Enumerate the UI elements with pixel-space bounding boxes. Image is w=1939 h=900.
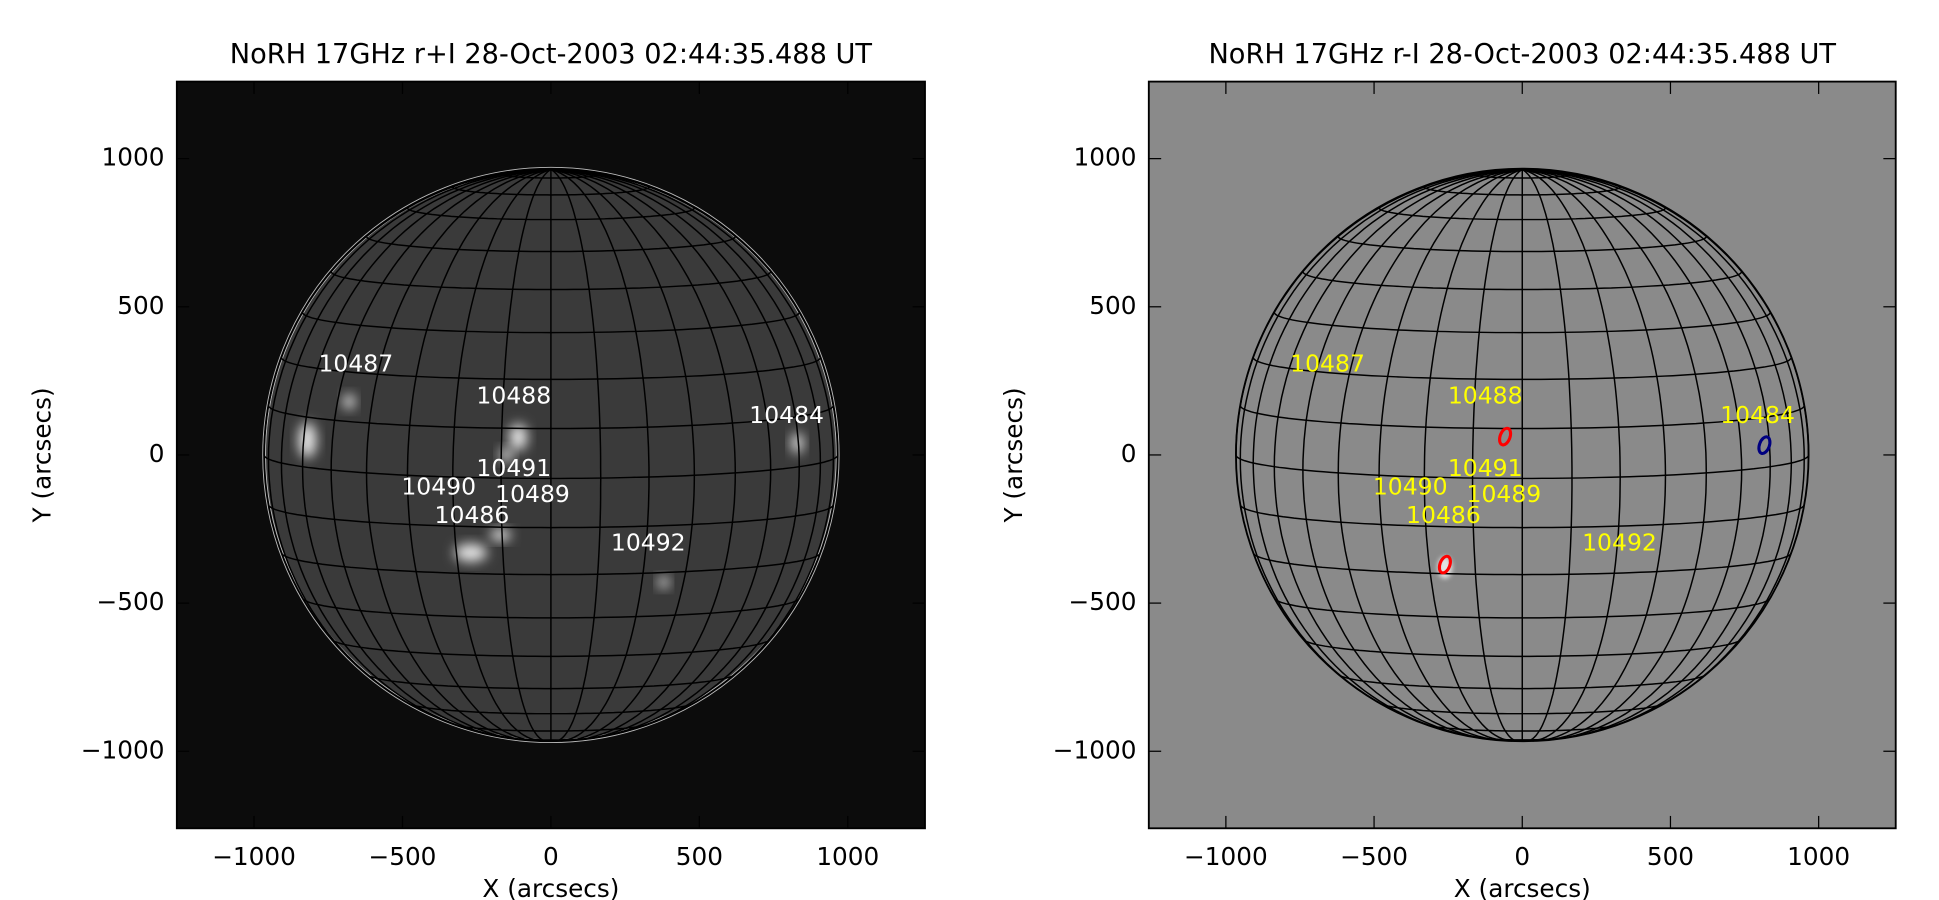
emission-patch	[490, 529, 511, 541]
emission-patch	[343, 394, 355, 409]
x-tick-label: 0	[1514, 842, 1530, 871]
region-label: 10490	[1373, 473, 1448, 501]
region-label: 10484	[749, 401, 824, 429]
emission-patch	[454, 544, 487, 562]
region-label: 10486	[1406, 501, 1481, 529]
x-tick-label: −500	[369, 842, 437, 871]
y-tick-label: 500	[117, 291, 164, 320]
region-label: 10488	[1448, 381, 1523, 409]
chart-title: NoRH 17GHz r+I 28-Oct-2003 02:44:35.488 …	[230, 39, 873, 70]
y-tick-label: −500	[97, 587, 165, 616]
y-tick-label: −500	[1069, 587, 1137, 616]
y-tick-label: −1000	[81, 735, 165, 764]
x-tick-label: 1000	[816, 842, 879, 871]
x-axis-label: X (arcsecs)	[1454, 874, 1591, 900]
x-tick-label: 1000	[1787, 842, 1850, 871]
region-label: 10486	[435, 501, 510, 529]
y-tick-label: 0	[149, 439, 165, 468]
region-label: 10484	[1720, 401, 1795, 429]
region-label: 10492	[1582, 528, 1657, 556]
y-tick-label: −1000	[1053, 735, 1137, 764]
x-tick-label: 0	[543, 842, 559, 871]
y-tick-label: 0	[1121, 439, 1137, 468]
plot-area: 1048710488104841049110490104891048610492	[177, 82, 925, 829]
region-label: 10490	[401, 473, 476, 501]
region-label: 10491	[476, 454, 551, 482]
page: {"chart_data": [ {"type": "image", "titl…	[0, 0, 1939, 900]
region-label: 10492	[611, 528, 686, 556]
emission-patch	[299, 422, 317, 458]
y-tick-label: 1000	[1074, 143, 1137, 172]
x-axis-label: X (arcsecs)	[482, 874, 619, 900]
x-tick-label: −500	[1340, 842, 1408, 871]
y-axis-label: Y (arcsecs)	[999, 387, 1028, 523]
region-label: 10487	[1290, 349, 1365, 377]
chart-title: NoRH 17GHz r-I 28-Oct-2003 02:44:35.488 …	[1208, 39, 1836, 70]
region-label: 10487	[318, 349, 393, 377]
figure: 1048710488104841049110490104891048610492…	[0, 0, 1939, 900]
region-label: 10491	[1448, 454, 1523, 482]
x-tick-label: −1000	[212, 842, 296, 871]
y-tick-label: 1000	[102, 143, 165, 172]
region-label: 10488	[476, 381, 551, 409]
y-tick-label: 500	[1089, 291, 1136, 320]
y-axis-label: Y (arcsecs)	[27, 387, 56, 523]
x-tick-label: 500	[1647, 842, 1694, 871]
x-tick-label: 500	[676, 842, 723, 871]
emission-patch	[658, 576, 669, 588]
x-tick-label: −1000	[1184, 842, 1268, 871]
